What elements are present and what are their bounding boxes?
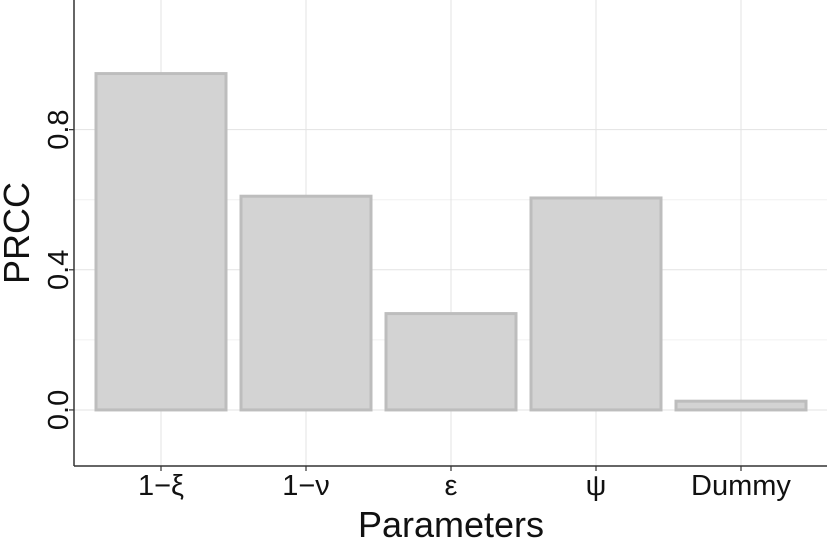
bar-1 xyxy=(239,194,373,412)
x-tick-label-0: 1−ξ xyxy=(138,470,184,502)
y-axis-title: PRCC xyxy=(0,182,37,284)
x-axis-title: Parameters xyxy=(358,504,544,541)
bar-0 xyxy=(94,72,228,412)
x-tick-labels: 1−ξ 1−ν ε ψ Dummy xyxy=(138,466,791,502)
x-tick-label-3: ψ xyxy=(586,470,607,502)
y-tick-label-0: 0.0 xyxy=(43,390,75,430)
bar-4 xyxy=(674,399,808,412)
bars xyxy=(94,72,808,412)
x-tick-label-4: Dummy xyxy=(691,470,791,502)
y-tick-labels: 0.0 0.4 0.8 xyxy=(43,109,75,430)
bar-3 xyxy=(529,196,663,412)
y-tick-label-2: 0.8 xyxy=(43,109,75,149)
x-tick-label-2: ε xyxy=(445,470,458,502)
y-tick-label-1: 0.4 xyxy=(43,250,75,290)
x-tick-label-1: 1−ν xyxy=(282,470,330,502)
bar-2 xyxy=(384,312,518,412)
